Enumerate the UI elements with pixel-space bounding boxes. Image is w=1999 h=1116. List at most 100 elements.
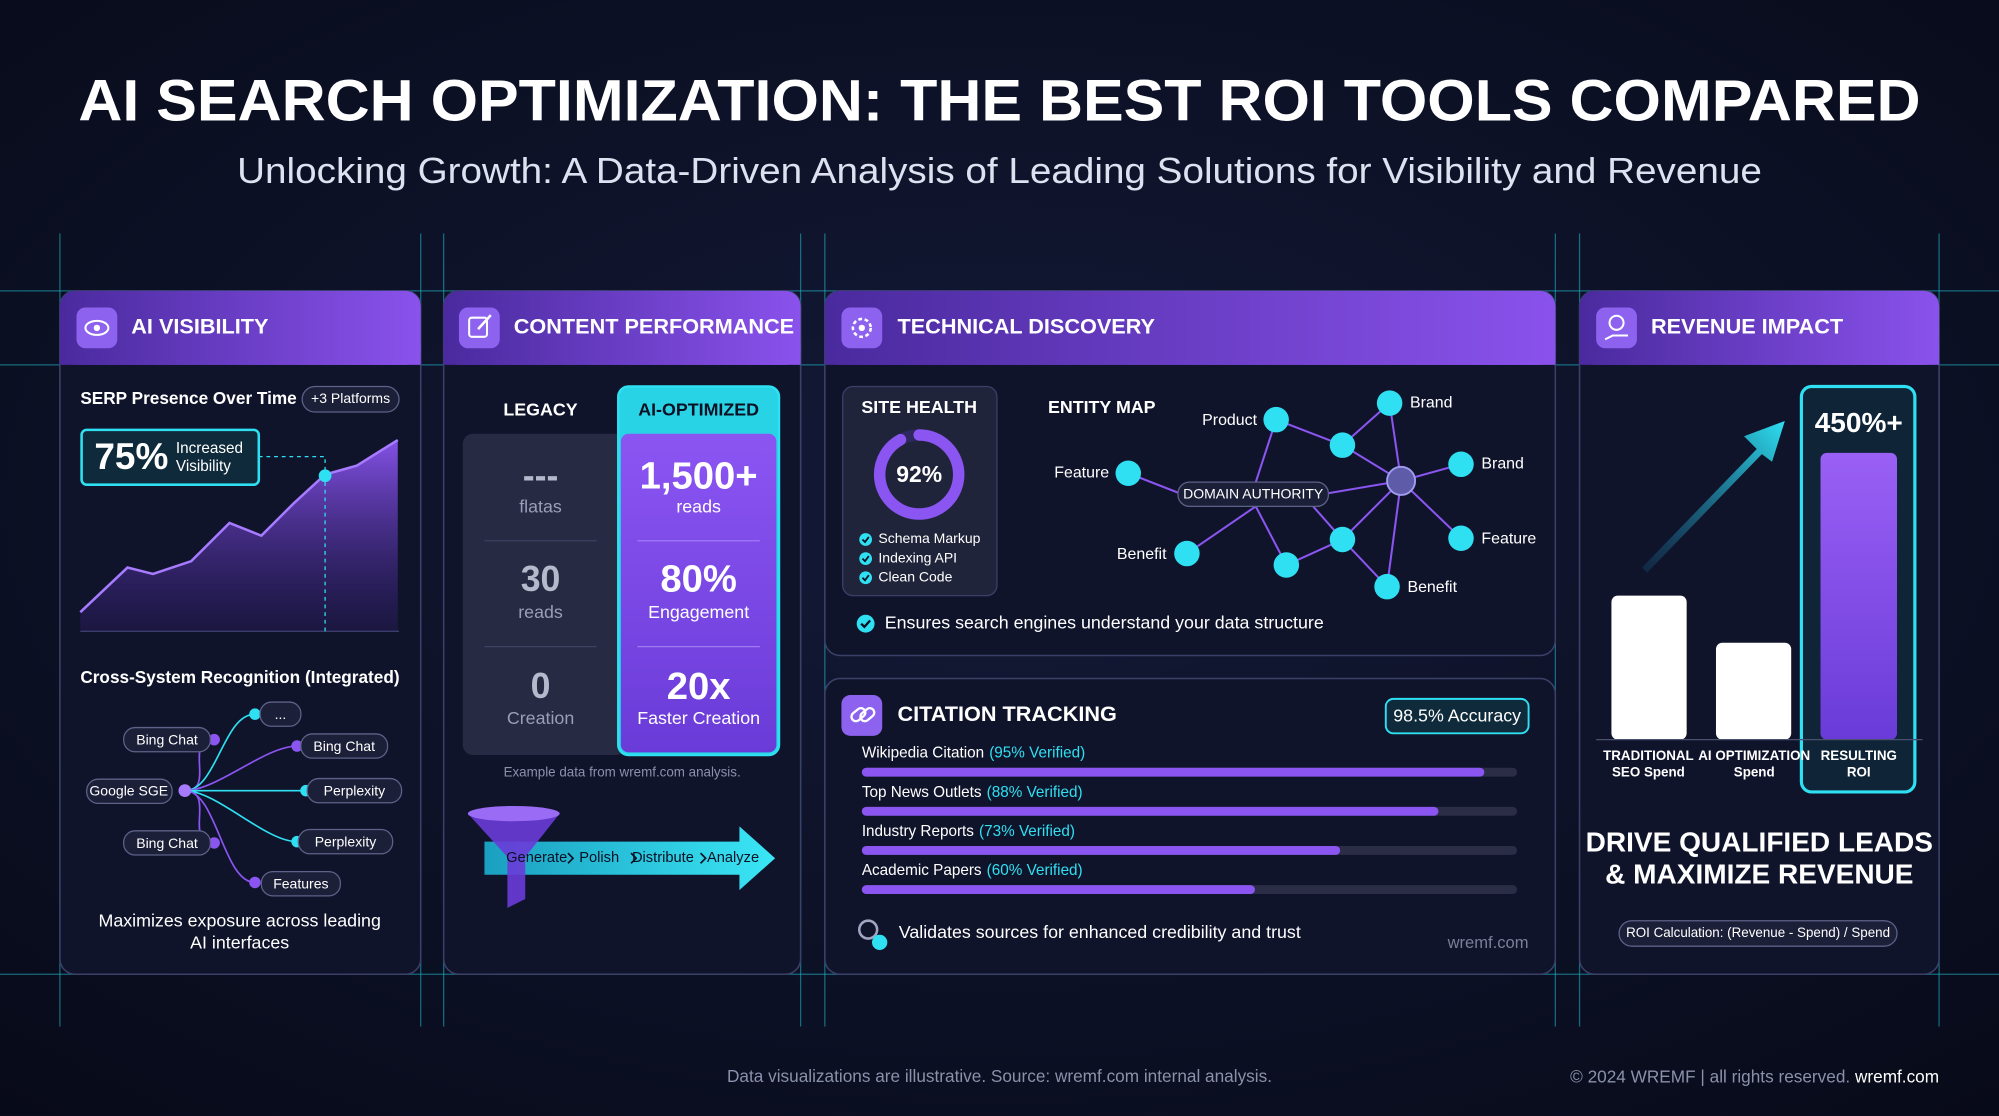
icon-link: [859, 707, 876, 723]
box-title: ENTITY MAP: [1048, 397, 1156, 417]
source-label: Academic Papers (60% Verified): [862, 862, 1083, 879]
node-pill: [300, 733, 389, 759]
visibility-panel: AI VISIBILITY SERP Presence Over Time +3…: [59, 290, 422, 976]
source-verified: (88% Verified): [987, 784, 1083, 801]
brand: wremf.com: [1447, 933, 1529, 952]
source-label: Wikipedia Citation (95% Verified): [862, 745, 1085, 762]
node-pill: [260, 870, 342, 897]
node-dot: [249, 876, 261, 889]
icon-gear: [851, 317, 873, 339]
column-header: LEGACY: [503, 399, 577, 419]
entity-label: Feature: [1054, 464, 1109, 481]
entity-node: [1263, 406, 1289, 433]
source-bars: Wikipedia Citation (95% Verified) Top News…: [861, 745, 1518, 895]
footnote: Validates sources for enhanced credibili…: [899, 922, 1301, 942]
node-dot: [208, 733, 220, 746]
metric-value: 1,500+: [640, 454, 758, 497]
center-pill: [1177, 481, 1330, 508]
connector: [184, 745, 298, 792]
panel-header: [824, 344, 1556, 365]
source-label: Top News Outlets (88% Verified): [862, 784, 1083, 801]
check-icon: [859, 533, 873, 546]
panel-title: CONTENT PERFORMANCE: [514, 314, 794, 339]
source-name: Industry Reports: [862, 823, 974, 840]
caption: AI interfaces: [190, 932, 289, 952]
check-icon: [861, 555, 870, 563]
panel-header: [59, 344, 421, 365]
source-verified: (60% Verified): [987, 862, 1083, 879]
bar: [861, 806, 1439, 816]
metric-label: Engagement: [648, 602, 749, 622]
check-icon: [859, 552, 873, 566]
funnel: [467, 813, 560, 908]
content-panel: CONTENT PERFORMANCE LEGACY AI-OPTIMIZED …: [442, 290, 802, 976]
entity-node: [1448, 451, 1474, 478]
link-icon: [872, 934, 888, 951]
process-steps: Generate Polish Distribute Analyze: [506, 850, 759, 866]
check-icon: [861, 536, 870, 544]
source-name: Wikipedia Citation: [862, 745, 984, 762]
check-icon: [860, 619, 871, 629]
node-label: Features: [273, 876, 328, 892]
bar-ai: [1715, 642, 1792, 740]
title: AI SEARCH OPTIMIZATION: THE BEST ROI TOO…: [78, 68, 1920, 133]
node-pill: [306, 777, 403, 804]
source-verified: (73% Verified): [979, 823, 1075, 840]
check-icon: [856, 614, 875, 633]
hub-node: [1386, 465, 1417, 496]
step-label: Polish: [579, 850, 619, 866]
step-label: Analyze: [707, 850, 759, 866]
metric-label: Creation: [507, 708, 574, 728]
chevron: [567, 852, 575, 864]
bar: [861, 767, 1485, 777]
metric-label: Faster Creation: [637, 708, 760, 728]
icon-eye: [93, 324, 101, 332]
source-note: Data visualizations are illustrative. So…: [727, 1066, 1272, 1086]
icon-hand: [1604, 334, 1629, 341]
metric-value: 20x: [667, 665, 731, 708]
bar-label: ROI: [1847, 764, 1871, 779]
metric-value: 80%: [660, 558, 737, 601]
center-label: DOMAIN AUTHORITY: [1183, 486, 1324, 502]
step-label: Distribute: [632, 850, 694, 866]
copyright: © 2024 WREMF | all rights reserved. wrem…: [1570, 1066, 1939, 1086]
stat-box: [80, 428, 261, 486]
growth-arrow: [1642, 420, 1785, 573]
caption: Maximizes exposure across leading: [98, 911, 380, 931]
entity-label: Benefit: [1407, 579, 1457, 596]
node-dot: [208, 837, 220, 849]
stat-label: Visibility: [176, 458, 231, 475]
box-title: SITE HEALTH: [861, 397, 977, 417]
bar-label: AI OPTIMIZATION: [1698, 748, 1810, 763]
node-label: Bing Chat: [136, 835, 198, 851]
panel-header: [1579, 344, 1940, 365]
metric-value: ---: [523, 456, 559, 496]
ai-column-body: [620, 433, 777, 753]
bar: [861, 845, 1341, 855]
node-dot: [291, 740, 303, 752]
icon-coin: [1608, 314, 1625, 331]
hub-label: Google SGE: [89, 783, 168, 799]
link-icon: [857, 919, 879, 940]
funnel-top: [467, 805, 560, 822]
node-pill: [123, 830, 211, 856]
bar-label: TRADITIONAL: [1603, 748, 1694, 763]
node-label: Bing Chat: [136, 732, 198, 748]
icon-gear: [858, 324, 866, 332]
source-label: Industry Reports (73% Verified): [862, 823, 1075, 840]
area-outline: [79, 438, 399, 614]
chevron: [630, 852, 638, 864]
chevron: [699, 852, 707, 864]
node-pill: [259, 701, 302, 727]
node-label: ...: [275, 706, 287, 722]
note: Example data from wremf.com analysis.: [504, 764, 741, 779]
formula-pill: [1618, 920, 1898, 947]
headline: & MAXIMIZE REVENUE: [1605, 858, 1913, 889]
recognition-network: Google SGE Bing Chat... Bing Chat Perplexit…: [86, 701, 403, 897]
icon-edit: [477, 314, 492, 331]
legacy-column: [462, 433, 626, 755]
check-label: Schema Markup: [878, 530, 980, 546]
headline: DRIVE QUALIFIED LEADS: [1586, 827, 1933, 858]
